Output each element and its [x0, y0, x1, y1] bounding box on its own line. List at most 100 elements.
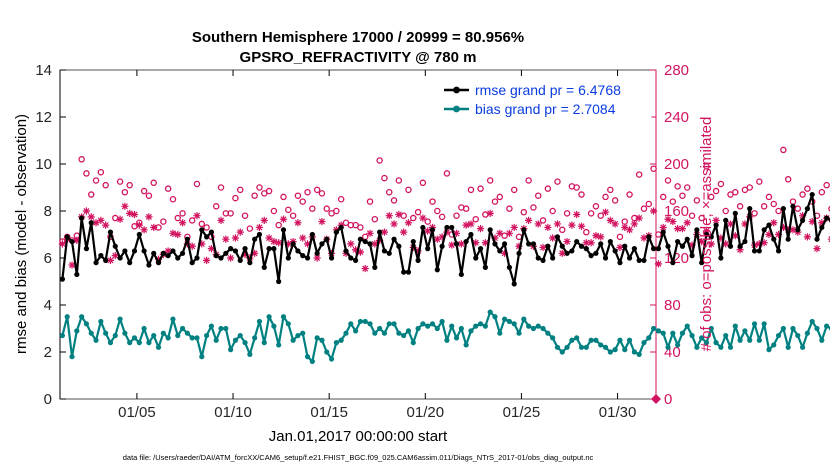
assimilated-point — [674, 225, 682, 233]
rmse-point — [602, 255, 609, 261]
bias-point — [228, 347, 234, 353]
bias-point — [583, 344, 589, 350]
bias-point — [699, 335, 705, 341]
bias-point — [266, 314, 272, 320]
bias-point — [59, 332, 66, 339]
assimilated-point — [731, 232, 739, 240]
possible-point — [333, 207, 340, 215]
bias-point — [675, 342, 681, 348]
rmse-point — [256, 231, 263, 238]
rmse-point — [766, 222, 772, 228]
possible-point — [453, 212, 460, 219]
rmse-point — [261, 264, 267, 270]
assimilated-point — [260, 216, 268, 224]
assimilated-point — [587, 239, 595, 247]
assimilated-point — [419, 214, 427, 222]
possible-point — [563, 210, 571, 217]
assimilated-point — [698, 237, 706, 246]
rmse-point — [367, 241, 373, 247]
bias-point — [473, 323, 479, 329]
possible-point — [477, 185, 484, 192]
rmse-point — [64, 234, 70, 240]
rmse-point — [699, 260, 705, 266]
possible-point — [823, 181, 830, 189]
possible-point — [102, 181, 109, 189]
rmse-point — [612, 248, 618, 254]
bias-point — [641, 340, 647, 346]
assimilated-point — [573, 210, 581, 219]
possible-point — [775, 207, 782, 215]
possible-point — [410, 214, 417, 222]
rmse-point — [583, 246, 589, 252]
bias-point — [79, 314, 85, 320]
bias-point — [98, 318, 104, 325]
possible-point — [659, 193, 667, 201]
rmse-point — [756, 248, 762, 254]
possible-point — [789, 198, 797, 205]
bias-point — [501, 316, 508, 322]
x-tick-label: 01/15 — [310, 404, 348, 421]
rmse-point — [189, 260, 195, 266]
possible-point — [443, 170, 451, 177]
assimilated-point — [597, 233, 605, 241]
assimilated-point — [448, 241, 456, 249]
bias-point — [477, 321, 484, 327]
bias-point — [713, 340, 719, 346]
chart-title-line-2: GPSRO_REFRACTIVITY @ 780 m — [240, 49, 477, 66]
bias-point — [703, 340, 710, 346]
assimilated-point — [755, 240, 763, 248]
rmse-point — [141, 248, 147, 254]
bias-point — [516, 330, 522, 336]
rmse-point — [223, 250, 229, 256]
assimilated-point — [606, 216, 614, 224]
assimilated-point — [443, 228, 451, 236]
bias-point — [271, 323, 277, 329]
rmse-point — [276, 278, 282, 285]
bias-point — [444, 337, 450, 343]
assimilated-point — [635, 214, 643, 222]
assimilated-point — [87, 213, 95, 221]
possible-point — [462, 205, 470, 212]
rmse-point — [521, 227, 527, 233]
right-tick-label: 160 — [664, 203, 689, 220]
possible-point — [304, 188, 311, 196]
rmse-point — [463, 238, 469, 245]
bias-point — [165, 335, 171, 341]
rmse-point — [785, 236, 791, 242]
x-tick-label: 01/05 — [118, 404, 156, 421]
bias-point — [650, 325, 657, 332]
possible-point — [770, 200, 778, 208]
rmse-point — [213, 253, 219, 259]
bias-point — [415, 325, 421, 332]
possible-point — [112, 214, 119, 222]
rmse-point — [165, 253, 171, 259]
assimilated-point — [582, 239, 590, 247]
rmse-point — [559, 243, 565, 249]
assimilated-point — [92, 219, 100, 227]
assimilated-point — [164, 247, 172, 255]
bias-point — [295, 332, 301, 339]
assimilated-point — [400, 228, 408, 236]
x-axis-label: Jan.01,2017 00:00:00 start — [269, 428, 448, 445]
assimilated-point — [789, 226, 797, 234]
possible-point — [645, 200, 653, 208]
rmse-point — [684, 236, 690, 242]
assimilated-point — [707, 240, 715, 248]
bias-point — [689, 332, 695, 339]
rmse-point — [771, 236, 777, 242]
x-axis: 01/05 01/10 01/15 01/20 01/25 01/30 — [118, 70, 636, 421]
series-possible — [59, 146, 830, 245]
bias-point — [439, 318, 445, 325]
rmse-point — [333, 229, 339, 235]
assimilated-point — [376, 236, 384, 244]
possible-point — [712, 187, 720, 195]
bias-point — [285, 321, 291, 327]
bias-point — [352, 328, 359, 334]
possible-point — [405, 186, 412, 194]
possible-point — [717, 180, 725, 188]
rmse-point — [665, 243, 671, 249]
legend-box — [438, 77, 652, 119]
rmse-point — [660, 229, 666, 235]
assimilated-point — [722, 240, 730, 248]
